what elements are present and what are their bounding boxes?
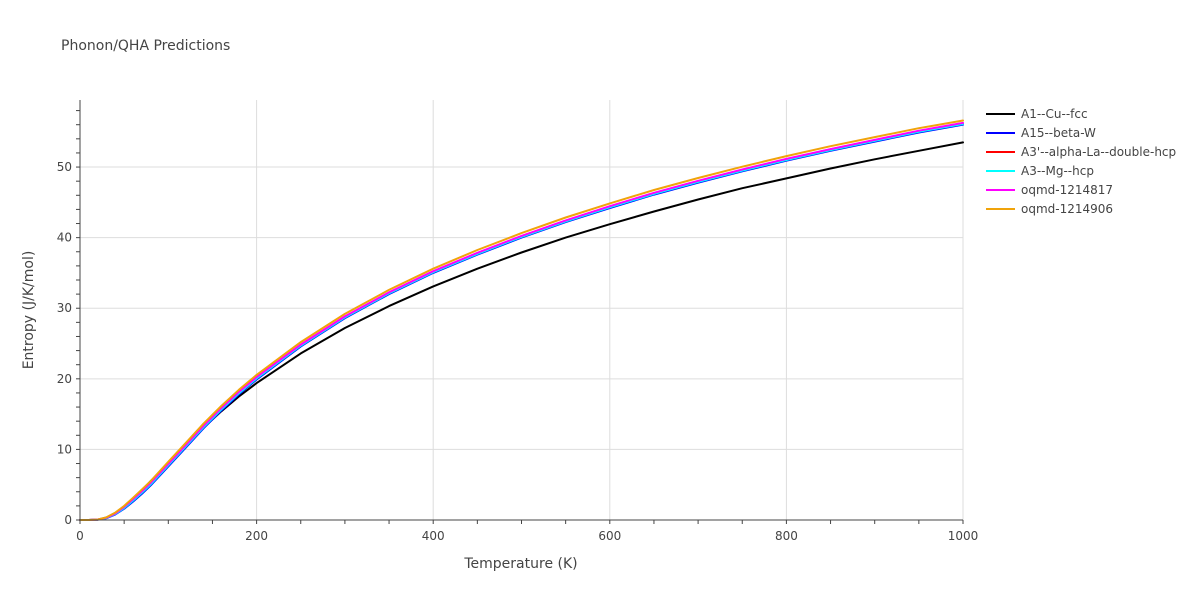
legend-item-4[interactable]: oqmd-1214817 [986,183,1113,197]
y-tick-label: 40 [57,231,72,245]
series-line-3[interactable] [79,123,964,521]
x-tick-label: 400 [422,529,445,543]
axes: 0 200 400 600 800 1000 0 10 20 30 40 50 [57,100,979,543]
series-line-1[interactable] [79,123,964,521]
legend-label: A15--beta-W [1021,126,1096,140]
y-tick-label: 0 [64,513,72,527]
legend-label: oqmd-1214817 [1021,183,1113,197]
legend-label: oqmd-1214906 [1021,202,1113,216]
chart-title: Phonon/QHA Predictions [61,38,230,54]
x-tick-label: 600 [598,529,621,543]
x-tick-label: 200 [245,529,268,543]
grid [80,100,964,520]
x-tick-label: 1000 [948,529,979,543]
legend-label: A3'--alpha-La--double-hcp [1021,145,1176,159]
x-axis-title: Temperature (K) [463,556,577,572]
legend[interactable]: A1--Cu--fcc A15--beta-W A3'--alpha-La--dou… [986,107,1176,216]
series-line-5[interactable] [79,119,964,521]
y-tick-label: 30 [57,301,72,315]
x-tick-label: 800 [775,529,798,543]
series-line-2[interactable] [79,122,964,521]
legend-item-2[interactable]: A3'--alpha-La--double-hcp [986,145,1176,159]
y-tick-label: 20 [57,372,72,386]
legend-item-0[interactable]: A1--Cu--fcc [986,107,1088,121]
legend-label: A1--Cu--fcc [1021,107,1088,121]
series-line-4[interactable] [79,121,964,521]
legend-item-5[interactable]: oqmd-1214906 [986,202,1113,216]
x-tick-label: 0 [76,529,84,543]
y-tick-label: 10 [57,442,72,456]
legend-item-1[interactable]: A15--beta-W [986,126,1096,140]
legend-item-3[interactable]: A3--Mg--hcp [986,164,1094,178]
legend-label: A3--Mg--hcp [1021,164,1094,178]
y-tick-label: 50 [57,160,72,174]
y-axis-title: Entropy (J/K/mol) [21,251,37,370]
plot-area[interactable] [79,119,964,521]
series-line-0[interactable] [79,141,964,521]
